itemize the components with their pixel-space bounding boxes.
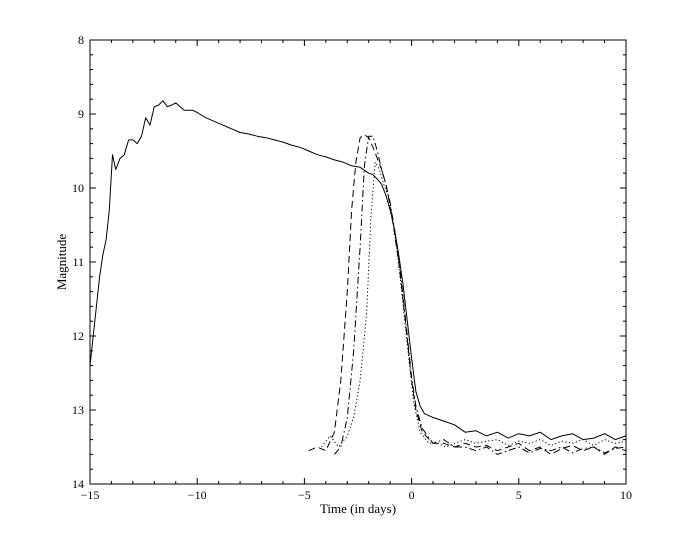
x-tick-label: −10 [188, 488, 207, 502]
series-line-dotted [321, 161, 627, 448]
x-tick-label: −5 [298, 488, 311, 502]
series-group [89, 100, 627, 455]
x-tick-label: 5 [516, 488, 522, 502]
y-tick-label: 10 [72, 181, 84, 195]
tick-labels: −15 −10 −5 0 5 10 8 9 10 11 12 13 14 [72, 33, 632, 502]
x-tick-label: 10 [620, 488, 632, 502]
y-axis-label: Magnitude [54, 234, 69, 291]
plot-frame [89, 39, 627, 485]
y-tick-label: 11 [72, 255, 84, 269]
x-tick-label: 0 [409, 488, 415, 502]
y-tick-label: 14 [72, 477, 84, 491]
x-tick-label: −15 [81, 488, 100, 502]
y-tick-label: 12 [72, 329, 84, 343]
x-axis-label: Time (in days) [320, 501, 396, 516]
series-line-dashed [308, 134, 627, 455]
y-tick-label: 9 [78, 107, 84, 121]
series-line-solid [89, 100, 627, 441]
y-tick-label: 8 [78, 33, 84, 47]
y-tick-label: 13 [72, 403, 84, 417]
axis-ticks [89, 39, 627, 485]
series-line-dashdot [334, 135, 627, 455]
